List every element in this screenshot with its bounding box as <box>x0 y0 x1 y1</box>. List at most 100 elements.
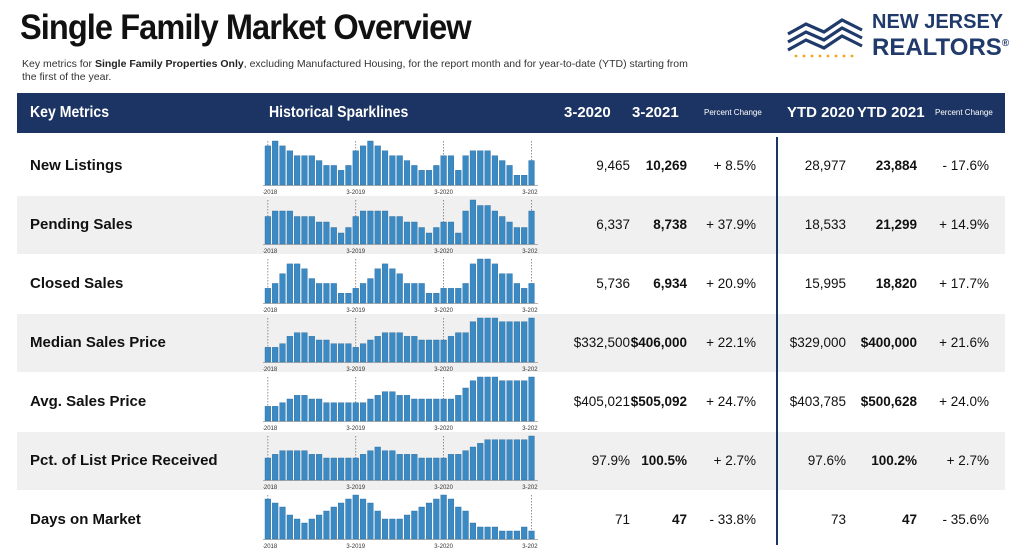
value-ytd-prev: 97.6% <box>807 453 846 468</box>
sparkline-bar <box>374 395 381 422</box>
sparkline-bar <box>374 145 381 186</box>
sparkline-bar <box>506 221 513 245</box>
sparkline-bar <box>308 336 315 363</box>
value-prev: 9,465 <box>596 158 630 173</box>
sparkline-bar <box>411 454 418 481</box>
sparkline-bar <box>513 380 520 422</box>
table-row: Avg. Sales Price $405,021 $505,092 + 24.7% $… <box>17 373 1005 431</box>
value-prev: 6,337 <box>596 217 630 232</box>
sparkline-bar <box>447 454 455 481</box>
sparkline-bar <box>477 526 484 540</box>
sparkline-bar <box>425 293 433 304</box>
sparkline-bar <box>264 406 271 422</box>
sparkline-bar <box>338 170 345 186</box>
sparkline-bar <box>499 530 506 540</box>
sparkline-bar <box>330 283 337 304</box>
sparkline-bar <box>279 145 286 186</box>
header-ytd-prev: YTD 2020 <box>787 104 855 121</box>
sparkline-bar <box>418 506 425 540</box>
sparkline-bar <box>513 227 520 245</box>
sparkline-bar <box>440 288 447 304</box>
metric-label: Pct. of List Price Received <box>30 452 218 469</box>
sparkline-bar <box>345 293 352 304</box>
sparkline-bar <box>433 165 440 186</box>
value-prev: 97.9% <box>591 453 630 468</box>
sparkline-bar <box>338 343 345 363</box>
table-row: Pending Sales 6,337 8,738 + 37.9% 18,533 21,2… <box>17 196 1005 254</box>
sparkline-bar <box>381 391 389 422</box>
sparkline-bar <box>345 498 352 540</box>
sparkline-bar <box>528 283 535 304</box>
sparkline-bar <box>323 221 330 245</box>
sparkline-bar <box>367 339 374 363</box>
sparkline-tick-label: 3-2019 <box>346 308 365 313</box>
sparkline-bar <box>521 175 528 186</box>
page-subtitle: Key metrics for Single Family Properties… <box>22 58 702 84</box>
sparkline-bar <box>352 402 359 422</box>
sparkline-bar <box>440 494 447 540</box>
sparkline-bar <box>301 268 308 304</box>
sparkline-bar <box>316 339 323 363</box>
sparkline-bar <box>411 165 418 186</box>
sparkline-bar <box>484 258 491 304</box>
logo-registered-mark: ® <box>1001 38 1010 49</box>
sparkline-bar <box>294 332 301 363</box>
value-ytd-change: - 17.6% <box>942 158 989 173</box>
value-curr: 6,934 <box>653 276 687 291</box>
header-col-curr: 3-2021 <box>632 104 679 121</box>
sparkline-bar <box>279 210 286 245</box>
sparkline-bar <box>455 288 462 304</box>
sparkline-bar <box>484 526 491 540</box>
sparkline-bar <box>360 343 367 363</box>
table-row: New Listings 9,465 10,269 + 8.5% 28,977 23,88… <box>17 137 1005 195</box>
sparkline-bar <box>477 443 484 481</box>
sparkline-tick-label: 3-2020 <box>434 426 453 431</box>
sparkline-bar <box>286 398 293 422</box>
sparkline-bar <box>462 283 469 304</box>
sparkline-bar <box>403 283 411 304</box>
sparkline-bar <box>521 526 528 540</box>
sparkline-tick-label: 3-2020 <box>434 190 453 195</box>
sparkline-bar <box>279 273 286 304</box>
logo-wave-icon <box>787 18 863 58</box>
sparkline-bar <box>469 446 476 481</box>
sparkline-bar <box>506 380 513 422</box>
sparkline-bar <box>521 288 528 304</box>
sparkline-tick-label: 3-2018 <box>263 190 278 195</box>
sparkline-bar <box>455 454 462 481</box>
value-ytd-prev: 18,533 <box>804 217 846 232</box>
sparkline-bar <box>462 332 469 363</box>
sparkline-bar <box>499 216 506 245</box>
value-ytd-prev: 73 <box>830 512 846 527</box>
sparkline-bar <box>352 150 359 186</box>
sparkline-bar <box>477 317 484 363</box>
logo-line1: NEW JERSEY <box>872 11 1004 33</box>
sparkline-bar <box>396 332 403 363</box>
value-ytd-prev: $403,785 <box>789 394 846 409</box>
sparkline-bar <box>367 450 374 481</box>
sparkline-bar <box>301 155 308 186</box>
sparkline-bar <box>381 332 389 363</box>
value-curr: 8,738 <box>653 217 687 232</box>
sparkline-chart: 3-2018 3-2019 3-2020 3-2021 <box>263 199 538 254</box>
sparkline-bar <box>499 380 506 422</box>
sparkline-bar <box>462 450 469 481</box>
logo-text: NEW JERSEY REALTORS® <box>872 11 1010 60</box>
sparkline-bar <box>316 514 323 540</box>
sparkline-tick-label: 3-2019 <box>346 190 365 195</box>
sparkline-bar <box>330 506 337 540</box>
sparkline-bar <box>469 522 476 540</box>
sparkline-chart: 3-2018 3-2019 3-2020 3-2021 <box>263 140 538 195</box>
sparkline-bar <box>360 283 367 304</box>
sparkline-bar <box>469 380 476 422</box>
sparkline-bar <box>462 510 469 540</box>
value-ytd-curr: 47 <box>901 512 917 527</box>
sparkline-bar <box>272 406 279 422</box>
sparkline-bar <box>316 454 323 481</box>
sparkline-bar <box>433 498 440 540</box>
sparkline-bar <box>425 170 433 186</box>
sparkline-bar <box>506 273 513 304</box>
value-ytd-curr: 100.2% <box>871 453 917 468</box>
sparkline-bar <box>491 210 498 245</box>
sparkline-bar <box>264 216 271 245</box>
